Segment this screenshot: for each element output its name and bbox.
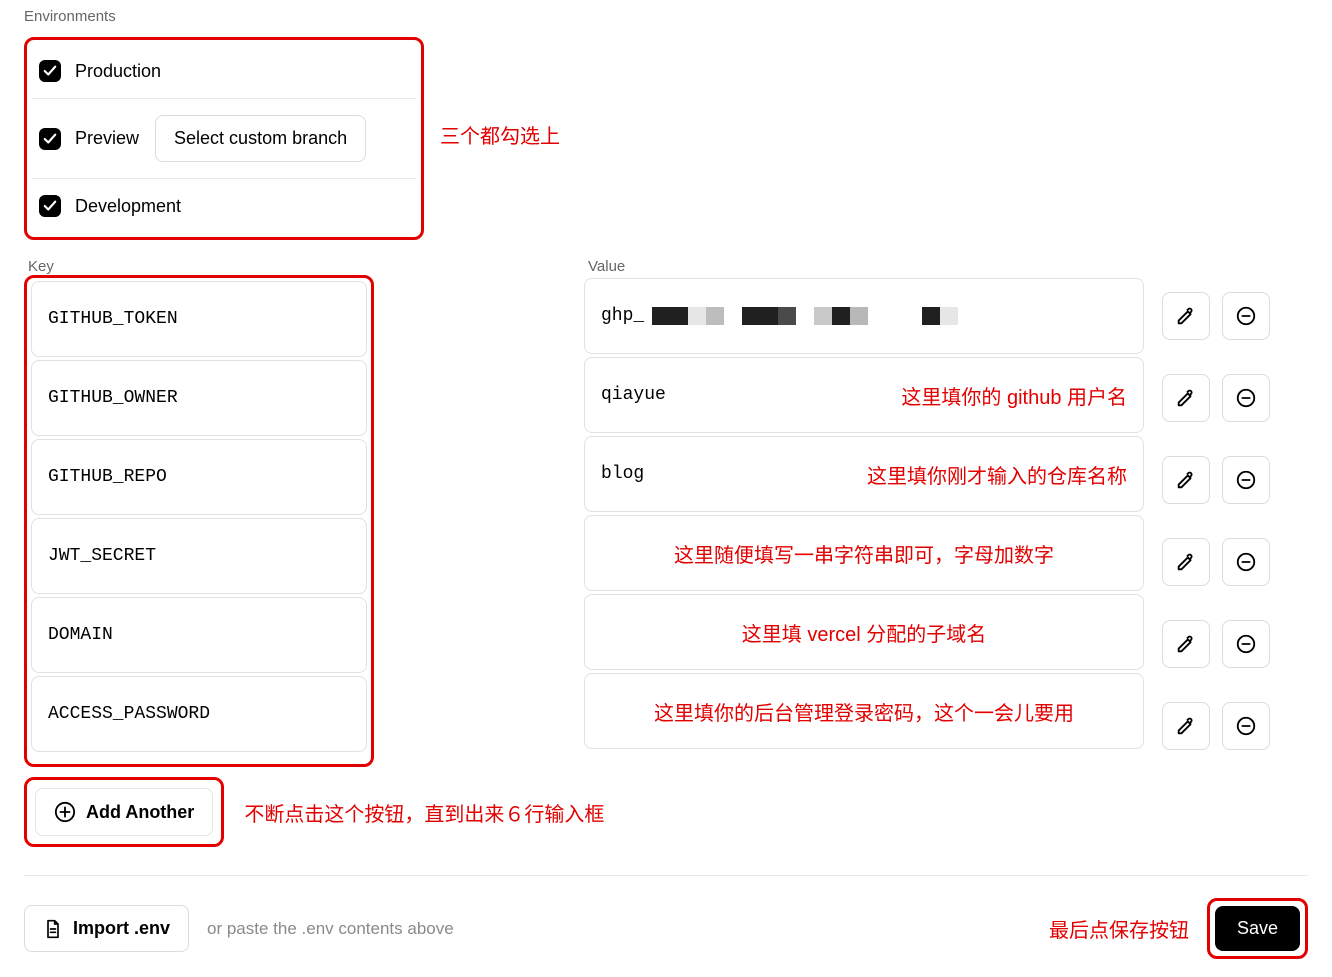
import-hint-text: or paste the .env contents above <box>207 919 454 939</box>
add-another-button[interactable]: Add Another <box>35 788 213 836</box>
remove-button[interactable] <box>1222 292 1270 340</box>
save-highlight-box: Save <box>1207 898 1308 959</box>
env-label-development: Development <box>75 196 181 217</box>
edit-icon <box>1175 387 1197 409</box>
redacted-mosaic <box>652 307 958 325</box>
value-annotation: 这里填你刚才输入的仓库名称 <box>867 460 1127 489</box>
env-row-development: Development <box>31 179 417 233</box>
env-key-input[interactable]: ACCESS_PASSWORD <box>31 676 367 752</box>
edit-button[interactable] <box>1162 456 1210 504</box>
import-env-button[interactable]: Import .env <box>24 905 189 952</box>
env-row-production: Production <box>31 44 417 99</box>
env-row-actions <box>1162 278 1270 354</box>
remove-circle-icon <box>1235 387 1257 409</box>
env-value-text: blog <box>601 464 644 484</box>
checkbox-preview[interactable] <box>39 128 61 150</box>
env-value-input[interactable]: ghp_ <box>584 278 1144 354</box>
check-icon <box>43 132 57 146</box>
kv-header: Key Value <box>24 258 1308 275</box>
edit-icon <box>1175 633 1197 655</box>
add-another-highlight-box: Add Another <box>24 777 224 847</box>
edit-icon <box>1175 305 1197 327</box>
remove-button[interactable] <box>1222 538 1270 586</box>
values-column: ghp_qiayue 这里填你的 github 用户名 blog 这里填你刚才输入的仓… <box>584 275 1144 767</box>
annotation-env-checked: 三个都勾选上 <box>440 120 560 149</box>
env-value-input[interactable]: qiayue 这里填你的 github 用户名 <box>584 357 1144 433</box>
check-icon <box>43 199 57 213</box>
remove-circle-icon <box>1235 551 1257 573</box>
save-button[interactable]: Save <box>1215 906 1300 951</box>
env-row-actions <box>1162 442 1270 518</box>
env-key-input[interactable]: JWT_SECRET <box>31 518 367 594</box>
edit-icon <box>1175 551 1197 573</box>
select-custom-branch-button[interactable]: Select custom branch <box>155 115 366 162</box>
key-column-header: Key <box>24 258 584 275</box>
remove-circle-icon <box>1235 469 1257 491</box>
env-value-text: ghp_ <box>601 306 644 326</box>
env-value-input[interactable]: 这里随便填写一串字符串即可，字母加数字 <box>584 515 1144 591</box>
actions-column <box>1144 275 1270 767</box>
env-key-input[interactable]: GITHUB_OWNER <box>31 360 367 436</box>
plus-circle-icon <box>54 801 76 823</box>
environments-section-label: Environments <box>24 8 1308 25</box>
remove-circle-icon <box>1235 633 1257 655</box>
remove-circle-icon <box>1235 715 1257 737</box>
value-annotation: 这里填 vercel 分配的子域名 <box>742 618 986 647</box>
value-annotation: 这里填你的后台管理登录密码，这个一会儿要用 <box>654 697 1074 726</box>
remove-button[interactable] <box>1222 456 1270 504</box>
remove-circle-icon <box>1235 305 1257 327</box>
edit-button[interactable] <box>1162 374 1210 422</box>
check-icon <box>43 64 57 78</box>
footer-bar: Import .env or paste the .env contents a… <box>24 875 1308 977</box>
edit-button[interactable] <box>1162 620 1210 668</box>
import-env-label: Import .env <box>73 918 170 939</box>
remove-button[interactable] <box>1222 374 1270 422</box>
annotation-add-another: 不断点击这个按钮，直到出来６行输入框 <box>244 798 604 827</box>
env-label-preview: Preview <box>75 128 139 149</box>
env-value-input[interactable]: blog 这里填你刚才输入的仓库名称 <box>584 436 1144 512</box>
checkbox-production[interactable] <box>39 60 61 82</box>
edit-button[interactable] <box>1162 702 1210 750</box>
env-var-table: GITHUB_TOKENGITHUB_OWNERGITHUB_REPOJWT_S… <box>24 275 1308 767</box>
remove-button[interactable] <box>1222 702 1270 750</box>
add-another-label: Add Another <box>86 802 194 823</box>
env-key-input[interactable]: GITHUB_TOKEN <box>31 281 367 357</box>
env-row-actions <box>1162 360 1270 436</box>
env-value-input[interactable]: 这里填 vercel 分配的子域名 <box>584 594 1144 670</box>
env-row-actions <box>1162 524 1270 600</box>
env-row-actions <box>1162 688 1270 764</box>
env-key-input[interactable]: GITHUB_REPO <box>31 439 367 515</box>
remove-button[interactable] <box>1222 620 1270 668</box>
annotation-save: 最后点保存按钮 <box>1049 914 1189 943</box>
keys-highlight-box: GITHUB_TOKENGITHUB_OWNERGITHUB_REPOJWT_S… <box>24 275 374 767</box>
env-label-production: Production <box>75 61 161 82</box>
env-key-input[interactable]: DOMAIN <box>31 597 367 673</box>
checkbox-development[interactable] <box>39 195 61 217</box>
value-annotation: 这里随便填写一串字符串即可，字母加数字 <box>674 539 1054 568</box>
value-annotation: 这里填你的 github 用户名 <box>901 381 1127 410</box>
edit-icon <box>1175 715 1197 737</box>
edit-icon <box>1175 469 1197 491</box>
env-row-actions <box>1162 606 1270 682</box>
env-value-text: qiayue <box>601 385 666 405</box>
env-row-preview: Preview Select custom branch <box>31 99 417 179</box>
edit-button[interactable] <box>1162 538 1210 586</box>
edit-button[interactable] <box>1162 292 1210 340</box>
value-column-header: Value <box>584 258 625 275</box>
file-icon <box>43 919 63 939</box>
env-value-input[interactable]: 这里填你的后台管理登录密码，这个一会儿要用 <box>584 673 1144 749</box>
environments-highlight-box: Production Preview Select custom branch … <box>24 37 424 240</box>
